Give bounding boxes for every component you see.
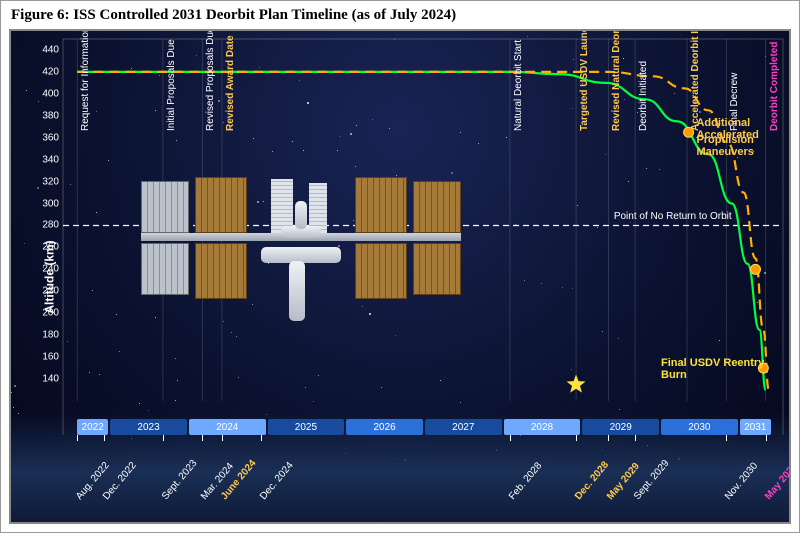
- year-segment: 2029: [582, 419, 659, 435]
- iss-solar-panel: [195, 243, 247, 299]
- iss-illustration: [141, 161, 461, 331]
- x-tick-mark: [766, 435, 767, 441]
- x-tick-mark: [510, 435, 511, 441]
- figure-container: Figure 6: ISS Controlled 2031 Deorbit Pl…: [0, 0, 800, 533]
- no-return-label: Point of No Return to Orbit: [614, 211, 732, 222]
- x-tick-mark: [635, 435, 636, 441]
- milestone-label: Natural Deorbit Start: [513, 40, 524, 131]
- iss-solar-panel: [355, 243, 407, 299]
- milestone-label: Revised Award Date: [225, 35, 236, 131]
- iss-solar-panel: [413, 181, 461, 233]
- iss-solar-panel: [195, 177, 247, 233]
- iss-solar-panel: [355, 177, 407, 233]
- x-tick-mark: [77, 435, 78, 441]
- iss-solar-panel: [141, 243, 189, 295]
- year-segment: 2031: [740, 419, 771, 435]
- year-segment: 2026: [346, 419, 423, 435]
- iss-solar-panel: [413, 243, 461, 295]
- chart-area: Altitude (km) 14016018020022024026028030…: [9, 29, 791, 524]
- figure-title: Figure 6: ISS Controlled 2031 Deorbit Pl…: [1, 1, 799, 28]
- year-segment: 2028: [504, 419, 581, 435]
- x-tick-mark: [163, 435, 164, 441]
- year-segment: 2023: [110, 419, 187, 435]
- x-tick-mark: [726, 435, 727, 441]
- milestone-label: Revised Natural Deorbit Start: [611, 29, 622, 131]
- x-tick-mark: [222, 435, 223, 441]
- chart-annotation: Final USDV Reentry Burn: [661, 357, 789, 381]
- iss-module: [295, 201, 307, 229]
- milestone-label: Accelerated Deorbit Initiated: [690, 29, 701, 131]
- milestone-label: Revised Proposals Due: [205, 29, 216, 131]
- chart-annotation: Propulsion Maneuvers: [696, 134, 789, 158]
- milestone-label: Deorbit Initiated: [638, 61, 649, 131]
- iss-module: [289, 261, 305, 321]
- year-segment: 2025: [268, 419, 345, 435]
- x-tick-mark: [608, 435, 609, 441]
- year-segment: 2027: [425, 419, 502, 435]
- marker-dot: [750, 264, 760, 274]
- markers-group: [567, 127, 769, 392]
- year-segment: 2024: [189, 419, 266, 435]
- x-tick-mark: [576, 435, 577, 441]
- x-tick-mark: [202, 435, 203, 441]
- milestone-label: Initial Proposals Due: [166, 39, 177, 131]
- x-tick-mark: [261, 435, 262, 441]
- year-segment: 2030: [661, 419, 738, 435]
- x-tick-mark: [104, 435, 105, 441]
- iss-radiator: [271, 179, 293, 233]
- iss-solar-panel: [141, 181, 189, 233]
- milestone-label: Targeted USDV Launch: [579, 29, 590, 131]
- milestone-label: Request for Information: [80, 29, 91, 131]
- year-segment: 2022: [77, 419, 108, 435]
